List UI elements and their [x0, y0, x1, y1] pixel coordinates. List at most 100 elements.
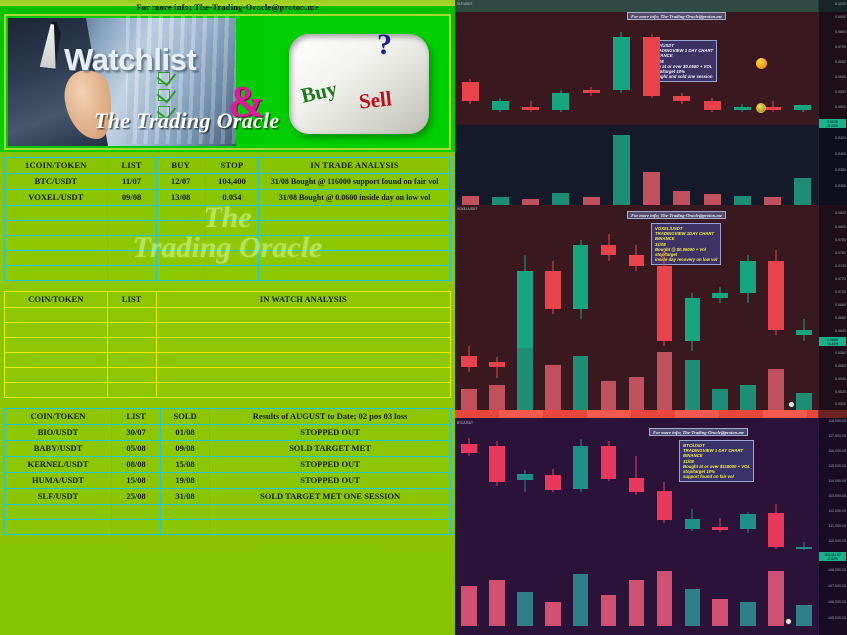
cell-empty [258, 235, 451, 251]
note-line: inside day recovery on low vol [655, 257, 718, 263]
cell-sold: 19/08 [160, 472, 211, 489]
candle-body [600, 446, 617, 479]
table-header-row: COIN/TOKEN LIST IN WATCH ANALYSIS [4, 291, 452, 308]
table-header-row: COIN/TOKEN LIST SOLD Results of AUGUST t… [3, 408, 451, 425]
note-line: TRADINGVIEW 1 DAY CHART [683, 448, 744, 454]
candlestick [544, 469, 561, 493]
table-row[interactable]: SLF/USDT 25/08 31/08 SOLD TARGET MET ONE… [3, 488, 451, 505]
table-row-empty[interactable] [3, 519, 451, 535]
axis-tick: 0.0500 [835, 105, 846, 109]
table-row-empty[interactable] [4, 235, 451, 251]
contact-info: For more info; The-Trading-Oracle@proton… [136, 2, 319, 12]
axis-tick: 0.0650 [835, 60, 846, 64]
axis-tick: 0.0800 [835, 30, 846, 34]
candle-body [461, 443, 477, 454]
table-row-empty[interactable] [4, 307, 452, 323]
note-line: TRADINGVIEW 1 DAY CHART [653, 48, 714, 54]
candle-body [461, 356, 477, 368]
volume-bar [684, 589, 701, 626]
table-row-empty[interactable] [4, 352, 452, 368]
volume-bar [489, 385, 505, 410]
gear-marker-icon [756, 103, 766, 113]
dice-face [289, 34, 429, 134]
cell-empty [3, 519, 113, 535]
candlestick [794, 104, 812, 113]
candlestick [612, 31, 630, 93]
axis-tick: 0.0700 [835, 290, 846, 294]
axis-tick: 0.0420 [835, 136, 846, 140]
note-line: bought and sold one session [653, 74, 713, 80]
table-row[interactable]: VOXEL/USDT 09/08 13/08 0.054 31/08 Bough… [4, 189, 451, 206]
volume-bar [656, 571, 673, 626]
chart-btc-usdt[interactable]: BTC/USDT For more info; The-Trading-Orac… [455, 410, 847, 635]
th-watch-analysis: IN WATCH ANALYSIS [155, 291, 452, 308]
table-row-empty[interactable] [4, 265, 451, 281]
section-gap [0, 398, 455, 408]
cell-empty [106, 382, 157, 398]
chart-voxel-usdt[interactable]: VOXEL/USDT For more info; The-Trading-Or… [455, 205, 847, 410]
note-line: stop/target [655, 252, 678, 258]
table-row-empty[interactable] [4, 250, 451, 266]
price-axis-slf[interactable]: 0.1000 0.0900 0.0800 0.0700 0.0650 0.060… [818, 0, 847, 205]
table-row-empty[interactable] [4, 337, 452, 353]
axis-tick: 0.0550 [835, 90, 846, 94]
table-row[interactable]: HUMA/USDT 15/08 19/08 STOPPED OUT [3, 472, 451, 489]
volume-bar [544, 364, 561, 410]
axis-tick: 0.0700 [835, 45, 846, 49]
price-axis-voxel[interactable]: 0.0820 0.0800 0.0780 0.0760 0.0740 0.072… [818, 205, 847, 410]
candle-body [712, 527, 729, 530]
cell-list: 05/08 [111, 440, 162, 457]
annotation-note-voxel: VOXEL/USDT TRADINGVIEW 1DAY CHART BINANC… [651, 223, 722, 266]
table-row-empty[interactable] [4, 367, 452, 383]
table-row-empty[interactable] [4, 322, 452, 338]
chart-slf-usdt[interactable]: SLF/USDT For more info; The-Trading-Orac… [455, 0, 847, 205]
table-row-empty[interactable] [3, 504, 451, 520]
table-row[interactable]: BABY/USDT 05/08 09/08 SOLD TARGET MET [3, 440, 451, 457]
cell-empty [155, 250, 206, 266]
th-list: LIST [106, 157, 157, 174]
th-stop: STOP [204, 157, 260, 174]
th-list: LIST [111, 408, 162, 425]
candle-body [764, 106, 782, 110]
cell-empty [111, 519, 162, 535]
charts-panel: SLF/USDT For more info; The-Trading-Orac… [455, 0, 847, 635]
price-change: +3.44% [826, 342, 839, 346]
contact-overlay: For more info; The-Trading-Oracle@proton… [627, 12, 726, 20]
chart-top-strip [455, 410, 847, 418]
volume-bar [522, 198, 540, 205]
th-list: LIST [106, 291, 157, 308]
candlestick [628, 244, 645, 272]
checklist-icon [158, 72, 202, 134]
table-row-empty[interactable] [4, 382, 452, 398]
cell-coin: BABY/USDT [3, 440, 113, 457]
table-row[interactable]: BIO/USDT 30/07 01/08 STOPPED OUT [3, 424, 451, 441]
in-watch-table: COIN/TOKEN LIST IN WATCH ANALYSIS [4, 291, 452, 398]
contact-overlay: For more info; The-Trading-Oracle@proton… [627, 211, 726, 219]
candlestick [673, 92, 691, 104]
candle-body [740, 260, 756, 293]
ampersand-glyph: & [228, 77, 265, 126]
last-price-tag: 0.0538 -6.33% [819, 119, 846, 128]
table-row-empty[interactable] [4, 205, 451, 221]
cell-coin: KERNEL/USDT [3, 456, 113, 473]
candle-wick [635, 455, 637, 495]
price-axis-btc[interactable]: 118,000.00 117,000.00 116,000.00 115,000… [818, 410, 847, 635]
cell-empty [4, 337, 108, 353]
volume-bar [733, 195, 751, 205]
table-row[interactable]: KERNEL/USDT 08/08 15/08 STOPPED OUT [3, 456, 451, 473]
cell-empty [204, 205, 260, 221]
cell-empty [204, 235, 260, 251]
volume-bar [516, 592, 533, 626]
volume-bar [740, 385, 756, 410]
volume-bar [712, 389, 729, 410]
axis-tick: 0.0360 [835, 184, 846, 188]
candlestick [461, 345, 477, 373]
volume-bar [572, 356, 589, 410]
note-line: BINANCE [683, 453, 703, 459]
candlestick [544, 260, 561, 314]
table-row[interactable]: BTC/USDT 11/07 12/07 104,400 31/08 Bough… [4, 173, 451, 190]
candlestick [796, 541, 812, 551]
table-row-empty[interactable] [4, 220, 451, 236]
cell-coin: BIO/USDT [3, 424, 113, 441]
